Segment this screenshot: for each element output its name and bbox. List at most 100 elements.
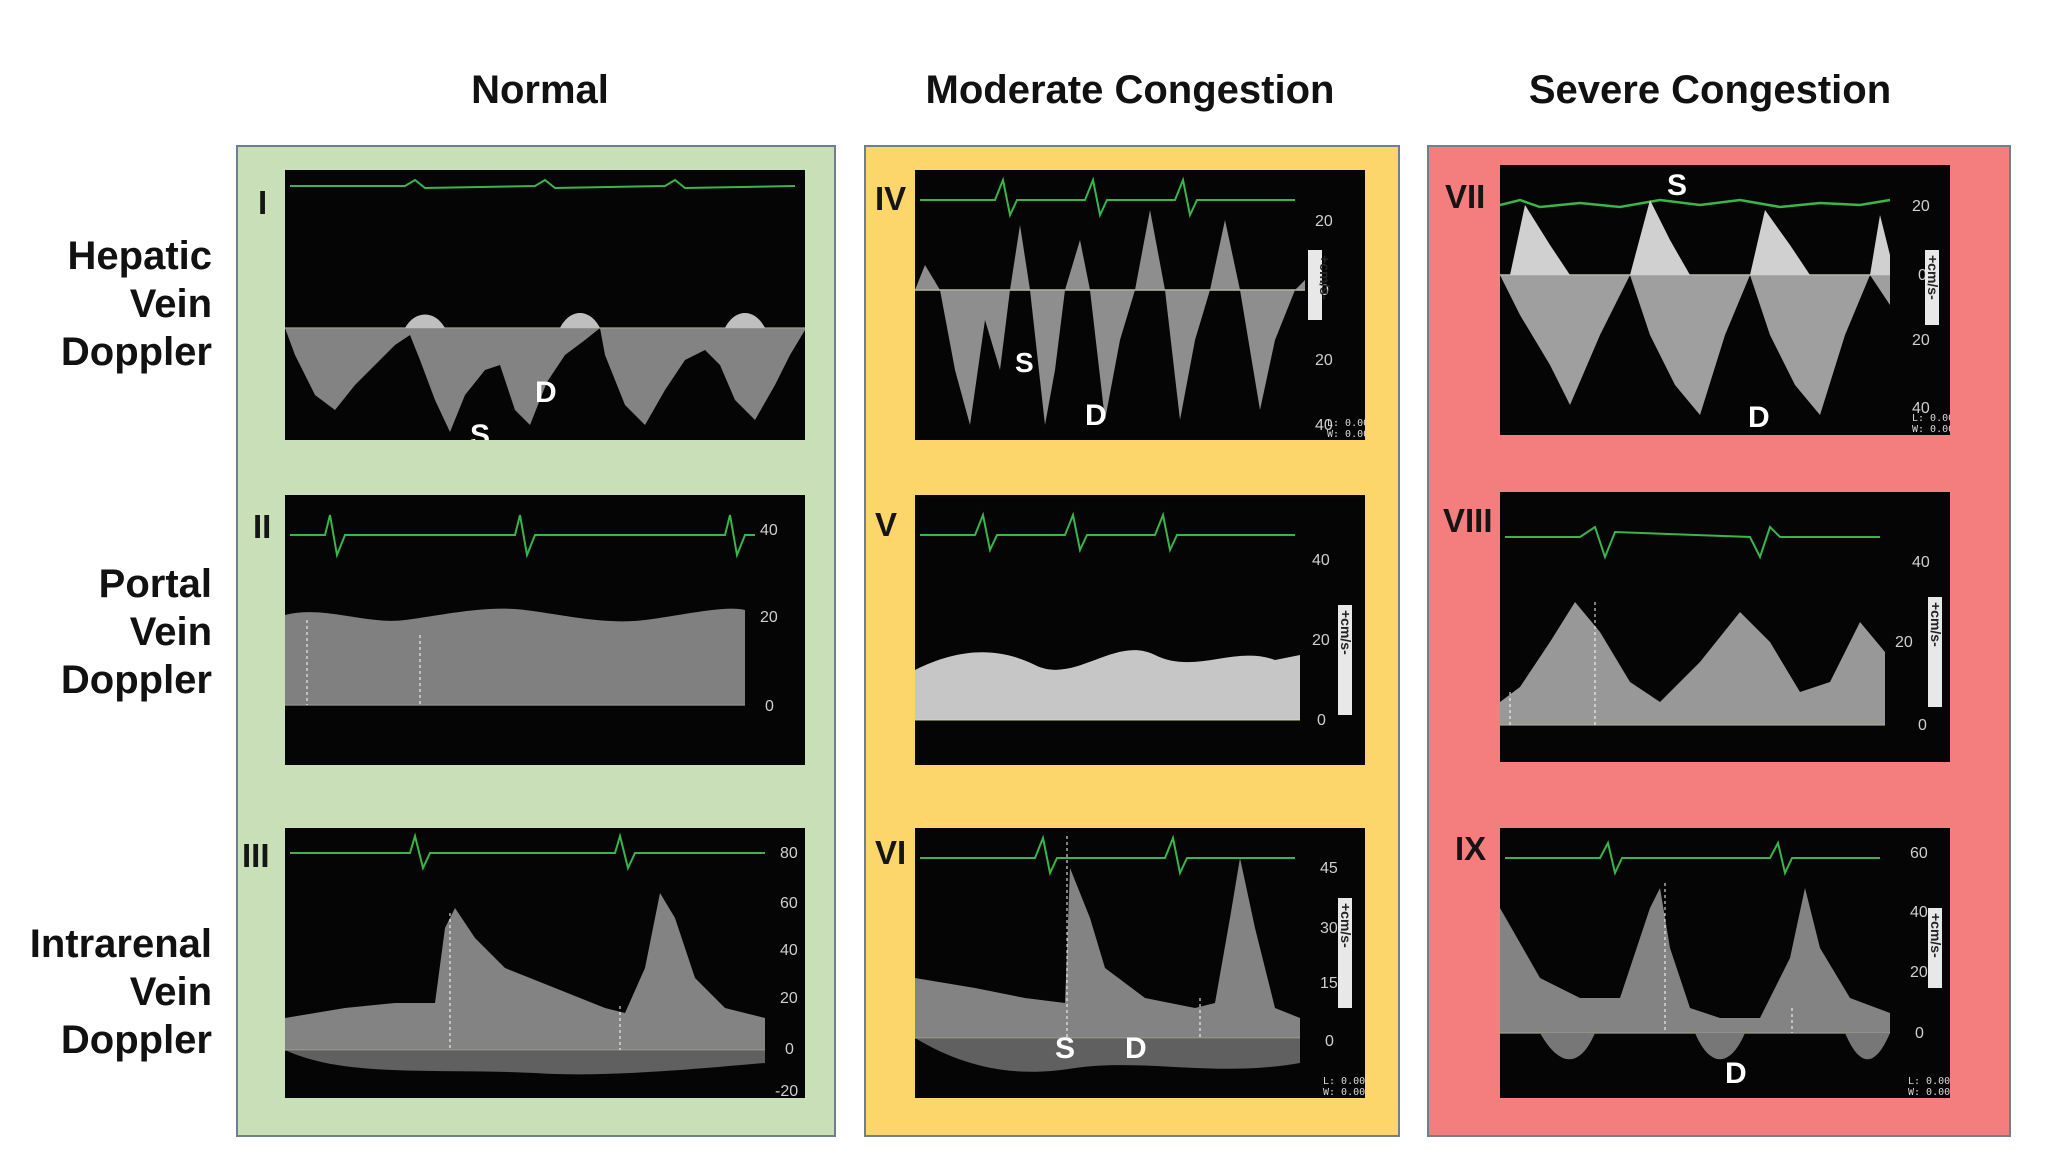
scale-tick: 0 xyxy=(765,698,774,715)
wave-label-s: S xyxy=(1015,347,1034,378)
scale-tick: 45 xyxy=(1320,860,1338,877)
scale-tick: 0 xyxy=(1915,1025,1924,1042)
scale-tick: -20 xyxy=(775,1083,798,1098)
scale-tick: 0 xyxy=(1325,1033,1334,1050)
scale-tick: 40 xyxy=(780,942,798,959)
scale-tick: 40 xyxy=(1912,554,1930,571)
scale-tick: 20 xyxy=(1315,352,1333,369)
scale-tick: 20 xyxy=(1895,634,1913,651)
readout-length: L: 0.00 xyxy=(1323,1076,1365,1087)
intrarenal-moderate-svg: S D 45 30 15 0 +cm/s- L: 0.00 W: 0.00 xyxy=(915,834,1365,1098)
readout-width: W: 0.00 xyxy=(1908,1087,1950,1098)
portal-severe-waveform xyxy=(1500,602,1885,725)
panel-I-hepatic-normal: S D xyxy=(285,170,805,440)
panel-numeral: II xyxy=(253,508,272,545)
panel-VI-intrarenal-moderate: S D 45 30 15 0 +cm/s- L: 0.00 W: 0.00 xyxy=(915,828,1365,1098)
scale-tick: 60 xyxy=(1910,845,1928,862)
readout-width: W: 0.00 xyxy=(1912,424,1950,435)
column-title-severe-congestion: Severe Congestion xyxy=(1528,68,1892,112)
scale-tick: 20 xyxy=(780,990,798,1007)
wave-label-s: S xyxy=(470,419,490,440)
hepatic-normal-waveform xyxy=(285,328,805,432)
portal-moderate-svg: 40 20 0 +cm/s- xyxy=(915,511,1354,729)
intrarenal-normal-waveform xyxy=(285,893,765,1050)
hepatic-moderate-svg: S D 20 0 20 40 +cm/s- L: 0.00 W: 0.00 xyxy=(915,176,1365,440)
scale-tick: 0 xyxy=(785,1041,794,1058)
scale-tick: 15 xyxy=(1320,975,1338,992)
panel-numeral: I xyxy=(258,184,268,221)
readout-length: L: 0.00 xyxy=(1908,1076,1950,1087)
panel-VIII-portal-severe: 40 20 0 +cm/s- xyxy=(1500,492,1950,762)
readout-length: L: 0.00 xyxy=(1327,418,1365,429)
column-title-moderate-congestion: Moderate Congestion xyxy=(925,68,1335,112)
velocity-unit: +cm/s- xyxy=(1338,610,1354,655)
panel-numeral: V xyxy=(875,506,898,543)
panel-numeral: IV xyxy=(875,180,907,217)
hepatic-normal-svg: S D xyxy=(285,178,805,440)
hepatic-moderate-waveform xyxy=(915,210,1305,425)
row-label-line: Doppler xyxy=(60,658,212,702)
row-label-hepatic: Hepatic Vein Doppler xyxy=(0,232,212,376)
scale-tick: 0 xyxy=(1918,717,1927,734)
panel-IV-hepatic-moderate: S D 20 0 20 40 +cm/s- L: 0.00 W: 0.00 xyxy=(915,170,1365,440)
row-label-line: Doppler xyxy=(60,330,212,374)
velocity-unit: +cm/s- xyxy=(1338,903,1354,948)
intrarenal-moderate-waveform xyxy=(915,858,1300,1038)
scale-tick: 80 xyxy=(780,845,798,862)
scale-tick: 20 xyxy=(1910,964,1928,981)
row-label-intrarenal: Intrarenal Vein Doppler xyxy=(0,920,212,1064)
panel-III-intrarenal-normal: 80 60 40 20 0 -20 xyxy=(285,828,805,1098)
row-label-line: Portal xyxy=(98,562,212,606)
readout-length: L: 0.00 xyxy=(1912,413,1950,424)
scale-tick: 40 xyxy=(760,522,778,539)
scale-tick: 40 xyxy=(1312,552,1330,569)
intrarenal-severe-waveform xyxy=(1500,888,1890,1033)
scale-tick: 60 xyxy=(780,895,798,912)
hepatic-severe-waveform xyxy=(1500,275,1890,415)
panel-VII-hepatic-severe: S D 20 0 20 40 +cm/s- L: 0.00 W: 0.00 xyxy=(1500,165,1950,435)
wave-label-s: S xyxy=(1667,169,1687,202)
wave-label-d: D xyxy=(1748,401,1770,434)
scale-tick: 0 xyxy=(1320,282,1329,299)
intrarenal-normal-svg: 80 60 40 20 0 -20 xyxy=(285,832,798,1098)
row-label-line: Vein xyxy=(129,610,212,654)
row-label-line: Vein xyxy=(129,970,212,1014)
scale-tick: 0 xyxy=(1317,712,1326,729)
panel-numeral: VII xyxy=(1445,178,1486,215)
scale-tick: 40 xyxy=(1912,400,1930,417)
panel-numeral: III xyxy=(242,837,270,874)
portal-moderate-waveform xyxy=(915,650,1300,720)
panel-numeral: IX xyxy=(1455,830,1487,867)
wave-label-d: D xyxy=(1725,1057,1747,1090)
panel-V-portal-moderate: 40 20 0 +cm/s- xyxy=(915,495,1365,765)
velocity-unit: +cm/s- xyxy=(1317,255,1333,300)
row-label-line: Vein xyxy=(129,282,212,326)
velocity-unit: +cm/s- xyxy=(1925,255,1941,300)
readout-width: W: 0.00 xyxy=(1323,1087,1365,1098)
wave-label-d: D xyxy=(535,376,557,409)
portal-normal-waveform xyxy=(285,608,745,705)
intrarenal-severe-svg: D 60 40 20 0 +cm/s- L: 0.00 W: 0.00 xyxy=(1500,840,1950,1098)
panel-IX-intrarenal-severe: D 60 40 20 0 +cm/s- L: 0.00 W: 0.00 xyxy=(1500,828,1950,1098)
row-label-line: Intrarenal xyxy=(29,922,212,966)
portal-normal-svg: 40 20 0 xyxy=(285,514,778,715)
row-label-line: Doppler xyxy=(60,1018,212,1062)
portal-severe-svg: 40 20 0 +cm/s- xyxy=(1500,525,1944,734)
scale-tick: 20 xyxy=(1912,198,1930,215)
wave-label-d: D xyxy=(1085,399,1107,432)
velocity-unit: +cm/s- xyxy=(1928,913,1944,958)
scale-tick: 20 xyxy=(760,609,778,626)
scale-tick: 20 xyxy=(1312,632,1330,649)
readout-width: W: 0.00 xyxy=(1327,429,1365,440)
scale-tick: 30 xyxy=(1320,920,1338,937)
panel-numeral: VI xyxy=(875,834,907,871)
wave-label-d: D xyxy=(1125,1032,1147,1065)
scale-tick: 40 xyxy=(1315,417,1333,434)
scale-tick: 20 xyxy=(1315,213,1333,230)
scale-tick: 0 xyxy=(1918,267,1927,284)
velocity-unit: +cm/s- xyxy=(1928,602,1944,647)
column-title-normal: Normal xyxy=(471,68,609,112)
panel-II-portal-normal: 40 20 0 xyxy=(285,495,805,765)
scale-tick: 40 xyxy=(1910,904,1928,921)
row-label-line: Hepatic xyxy=(67,234,213,278)
